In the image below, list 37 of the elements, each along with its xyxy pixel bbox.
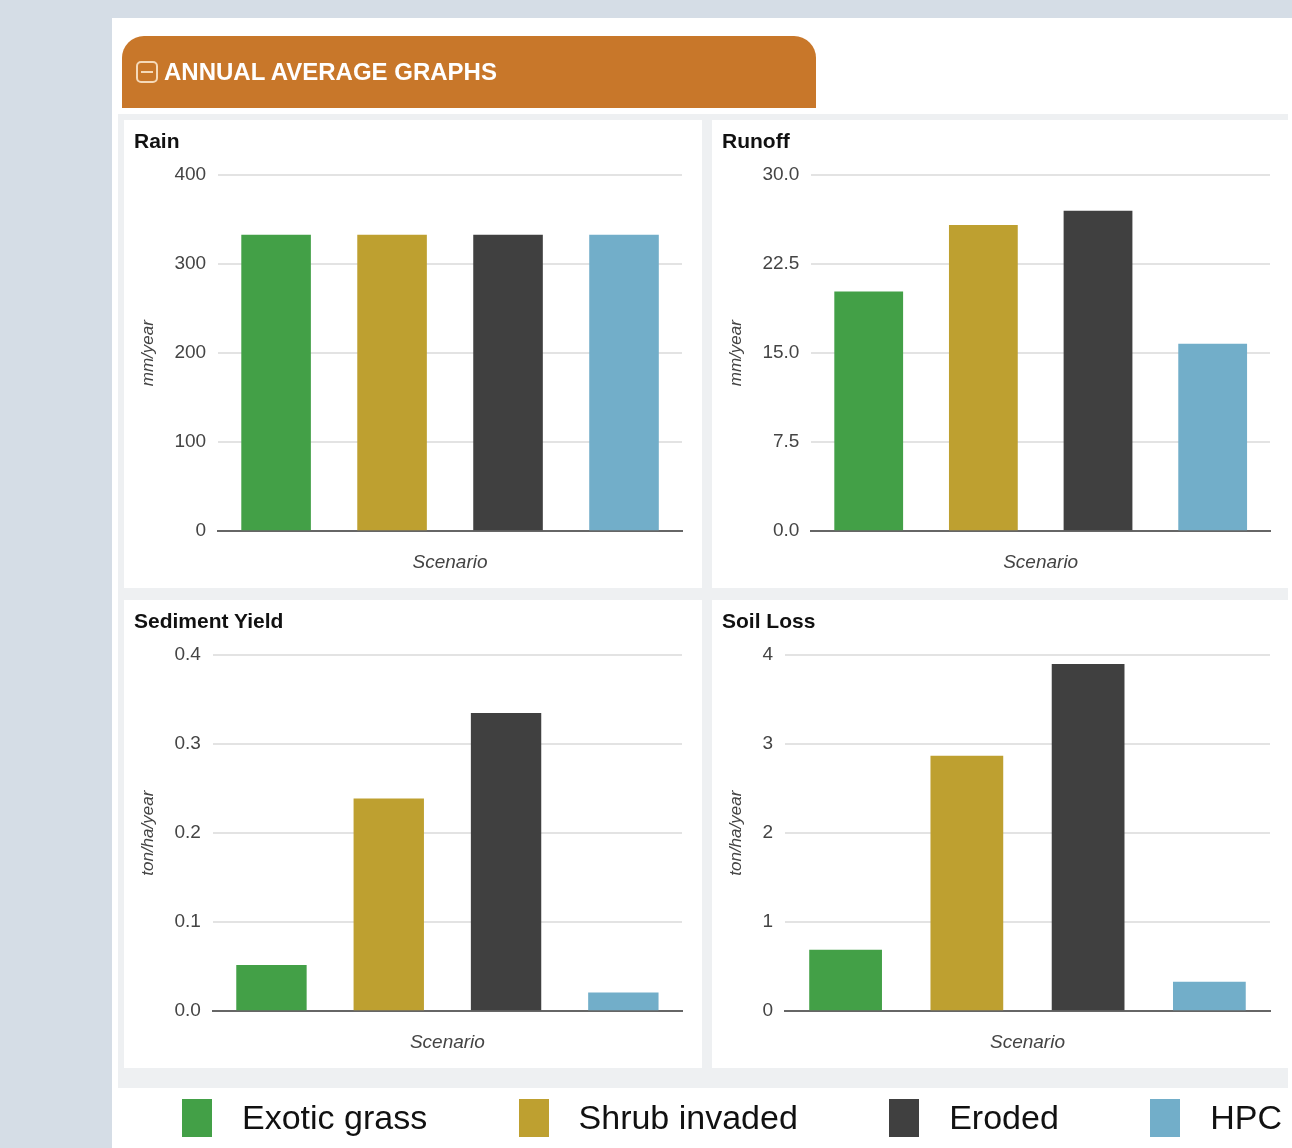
y-tick-label: 0.0	[174, 999, 201, 1021]
chart-title: Sediment Yield	[134, 609, 284, 633]
y-tick-label: 0.2	[174, 821, 201, 843]
y-tick-label: 22.5	[762, 252, 800, 274]
y-tick-label: 3	[762, 732, 773, 754]
y-tick-label: 7.5	[772, 430, 800, 452]
y-axis-title: mm/year	[137, 318, 157, 387]
x-axis-title: Scenario	[409, 1030, 485, 1052]
y-tick-label: 200	[174, 341, 207, 363]
x-axis-title: Scenario	[412, 550, 488, 572]
chart-title: Soil Loss	[722, 609, 816, 633]
y-tick-label: 4	[762, 643, 774, 665]
x-axis-title: Scenario	[989, 1030, 1065, 1052]
y-tick-label: 100	[174, 430, 207, 452]
y-tick-label: 0.4	[174, 643, 202, 665]
y-tick-label: 400	[174, 163, 207, 185]
y-tick-label: 0.1	[174, 910, 201, 932]
legend-label: Eroded	[948, 1098, 1059, 1137]
y-tick-label: 300	[174, 252, 207, 274]
y-axis-title: ton/ha/year	[137, 789, 157, 876]
y-axis-title: mm/year	[725, 318, 745, 387]
chart-title: Runoff	[722, 129, 791, 153]
y-tick-label: 15.0	[762, 341, 800, 363]
legend-label: Exotic grass	[241, 1098, 428, 1137]
y-tick-label: 0	[762, 999, 773, 1021]
y-tick-label: 0	[195, 519, 207, 541]
x-axis-title: Scenario	[1003, 550, 1079, 572]
y-axis-title: ton/ha/year	[725, 789, 745, 876]
legend-label: HPC	[1209, 1098, 1282, 1137]
legend-label: Shrub invaded	[577, 1098, 798, 1137]
y-tick-label: 0.3	[174, 732, 201, 754]
y-tick-label: 30.0	[762, 163, 800, 185]
y-tick-label: 0.0	[772, 519, 800, 541]
y-tick-label: 2	[762, 821, 773, 843]
y-tick-label: 1	[762, 910, 773, 932]
chart-title: Rain	[134, 129, 180, 153]
text: ANNUAL AVERAGE GRAPHS	[164, 58, 497, 86]
